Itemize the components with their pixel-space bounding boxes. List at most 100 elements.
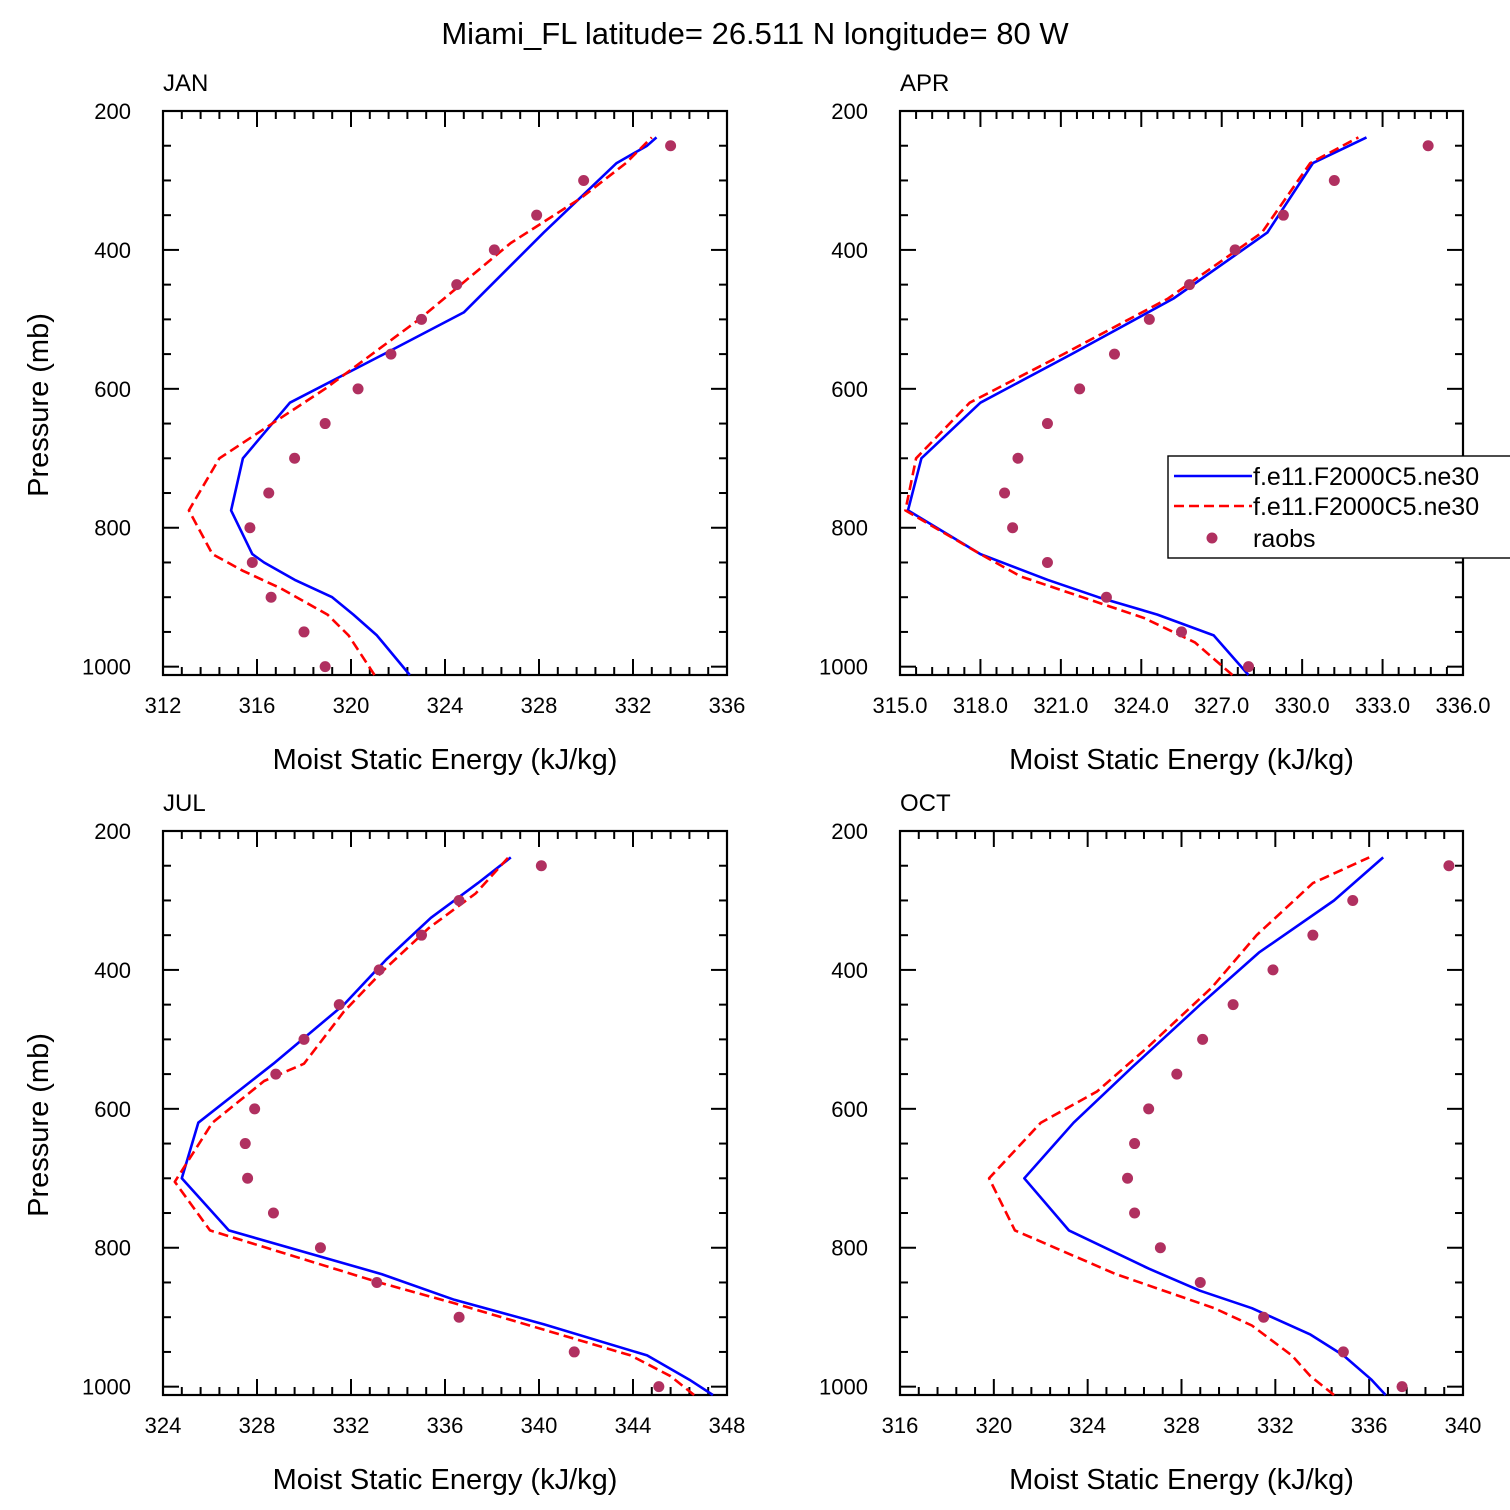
plot-frame xyxy=(898,109,1465,677)
raobs-point xyxy=(1041,418,1053,430)
x-tick-label: 324 xyxy=(145,1413,182,1438)
x-tick-label: 336 xyxy=(1351,1413,1388,1438)
x-tick-label: 321.0 xyxy=(1033,693,1088,718)
raobs-point xyxy=(1171,1068,1183,1080)
model-solid-line xyxy=(1023,856,1387,1396)
y-tick-label: 200 xyxy=(94,99,131,124)
y-tick-label: 400 xyxy=(831,958,868,983)
plot-frame xyxy=(161,109,729,677)
raobs-point xyxy=(1074,383,1086,395)
figure-title: Miami_FL latitude= 26.511 N longitude= 8… xyxy=(441,16,1069,51)
raobs-point xyxy=(298,1033,310,1045)
y-axis-label: Pressure (mb) xyxy=(23,313,55,497)
x-axis-label: Moist Static Energy (kJ/kg) xyxy=(1009,1464,1354,1496)
raobs-point xyxy=(249,1103,261,1115)
raobs-point xyxy=(1396,1381,1408,1393)
raobs-point xyxy=(371,1276,383,1288)
x-axis-label: Moist Static Energy (kJ/kg) xyxy=(1009,744,1354,776)
y-tick-label: 400 xyxy=(94,238,131,263)
raobs-point xyxy=(1328,174,1340,186)
legend-dot-swatch xyxy=(1206,532,1218,544)
x-tick-label: 316 xyxy=(239,693,276,718)
panel-jan: 312 316 320 324 328 332 336 200 400 600 800 1000 JAN… xyxy=(23,70,745,776)
raobs-point xyxy=(1277,209,1289,221)
y-tick-label: 600 xyxy=(94,377,131,402)
panel-title: OCT xyxy=(900,790,951,817)
y-tick-label: 600 xyxy=(831,1097,868,1122)
raobs-point xyxy=(1143,1103,1155,1115)
raobs-point xyxy=(1176,626,1187,638)
x-tick-label: 332 xyxy=(333,1413,370,1438)
plot-frame xyxy=(898,829,1465,1397)
raobs-point xyxy=(1267,964,1279,976)
x-tick-label: 340 xyxy=(521,1413,558,1438)
y-tick-label: 800 xyxy=(94,516,131,541)
raobs-point xyxy=(1143,313,1155,325)
x-tick-label: 330.0 xyxy=(1275,693,1330,718)
raobs-point xyxy=(246,556,258,568)
x-tick-label: 348 xyxy=(709,1413,746,1438)
legend-label: f.e11.F2000C5.ne30 xyxy=(1253,493,1479,521)
panel-jul: 324 328 332 336 340 344 348 200 400 600 800 1000 JUL… xyxy=(23,790,745,1496)
raobs-point xyxy=(1129,1207,1141,1219)
model-solid-line xyxy=(906,136,1368,676)
raobs-point xyxy=(319,661,331,673)
raobs-point xyxy=(1258,1311,1270,1323)
raobs-point xyxy=(352,383,364,395)
raobs-point xyxy=(1229,244,1241,256)
raobs-point xyxy=(999,487,1011,499)
x-tick-label: 328 xyxy=(1163,1413,1200,1438)
raobs-point xyxy=(1129,1138,1141,1150)
model-dashed-line xyxy=(904,136,1360,676)
x-tick-label: 324.0 xyxy=(1114,693,1169,718)
raobs-point xyxy=(1184,279,1196,291)
legend-label: raobs xyxy=(1253,525,1316,553)
raobs-point xyxy=(665,140,677,152)
raobs-point xyxy=(1108,348,1120,360)
panel-title: JUL xyxy=(163,790,206,817)
raobs-point xyxy=(416,929,427,941)
raobs-point xyxy=(1012,452,1024,464)
panel-title: JAN xyxy=(163,70,208,97)
x-tick-label: 315.0 xyxy=(872,693,927,718)
raobs-point xyxy=(453,1311,465,1323)
y-tick-label: 200 xyxy=(831,99,868,124)
y-tick-label: 800 xyxy=(831,1236,868,1261)
y-tick-label: 600 xyxy=(94,1097,131,1122)
y-tick-label: 400 xyxy=(831,238,868,263)
x-axis-label: Moist Static Energy (kJ/kg) xyxy=(273,744,618,776)
x-tick-label: 340 xyxy=(1445,1413,1482,1438)
panel-apr: 315.0 318.0 321.0 324.0 327.0 330.0 333.0 336.0… xyxy=(819,70,1490,776)
y-tick-label: 1000 xyxy=(819,655,868,680)
x-tick-label: 316 xyxy=(882,1413,919,1438)
panel-oct: 316 320 324 328 332 336 340 200 400 600 800 1000 OCT… xyxy=(819,790,1481,1496)
raobs-point xyxy=(451,279,463,291)
plot-frame xyxy=(161,829,729,1397)
raobs-point xyxy=(1422,140,1434,152)
raobs-point xyxy=(263,487,275,499)
model-dashed-line xyxy=(187,136,653,676)
raobs-point xyxy=(242,1172,254,1184)
raobs-point xyxy=(1122,1172,1134,1184)
raobs-point xyxy=(488,244,500,256)
raobs-point xyxy=(1041,556,1053,568)
x-tick-label: 332 xyxy=(615,693,652,718)
raobs-point xyxy=(1243,661,1255,673)
raobs-point xyxy=(568,1346,580,1358)
x-tick-label: 328 xyxy=(521,693,558,718)
raobs-point xyxy=(1227,999,1239,1011)
raobs-point xyxy=(1347,894,1359,906)
raobs-point xyxy=(267,1207,279,1219)
panel-title: APR xyxy=(900,70,949,97)
raobs-point xyxy=(1100,591,1112,603)
y-axis-label: Pressure (mb) xyxy=(23,1033,55,1217)
panels: 312 316 320 324 328 332 336 200 400 600 800 1000 JAN… xyxy=(23,70,1491,1496)
x-tick-label: 320 xyxy=(333,693,370,718)
x-tick-label: 328 xyxy=(239,1413,276,1438)
y-tick-label: 800 xyxy=(831,516,868,541)
raobs-point xyxy=(333,999,345,1011)
x-tick-label: 327.0 xyxy=(1194,693,1249,718)
model-dashed-line xyxy=(987,856,1370,1397)
